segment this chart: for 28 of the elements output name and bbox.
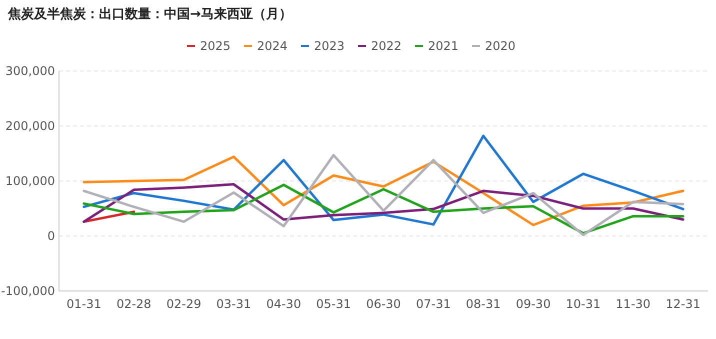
x-tick-label: 03-31 <box>216 297 252 311</box>
x-tick-label: 01-31 <box>66 297 102 311</box>
x-tick-label: 10-31 <box>566 297 601 311</box>
legend-label: 2025 <box>200 39 231 53</box>
x-tick-label: 02-28 <box>116 297 152 311</box>
x-tick-label: 06-30 <box>366 297 401 311</box>
x-tick-label: 04-30 <box>266 297 302 311</box>
legend-label: 2020 <box>485 39 516 53</box>
x-tick-label: 11-30 <box>616 297 651 311</box>
y-tick-label: 200,000 <box>5 119 55 133</box>
legend-label: 2021 <box>428 39 459 53</box>
x-tick-label: 02-29 <box>166 297 202 311</box>
line-series <box>82 183 684 223</box>
x-tick-label: 12-31 <box>666 297 700 311</box>
x-tick-label: 09-30 <box>516 297 551 311</box>
y-tick-label: 100,000 <box>5 174 55 188</box>
x-tick-label: 08-31 <box>466 297 501 311</box>
legend-label: 2023 <box>314 39 345 53</box>
line-series <box>82 184 684 234</box>
y-tick-label: -100,000 <box>1 284 55 298</box>
y-tick-label: 0 <box>47 229 55 243</box>
line-series <box>82 134 684 226</box>
chart-title: 焦炭及半焦炭：出口数量：中国→马来西亚（月） <box>7 7 292 22</box>
legend-label: 2024 <box>257 39 288 53</box>
legend-label: 2022 <box>371 39 402 53</box>
y-tick-label: 300,000 <box>5 64 55 78</box>
x-tick-label: 07-31 <box>416 297 451 311</box>
x-tick-label: 05-31 <box>316 297 352 311</box>
